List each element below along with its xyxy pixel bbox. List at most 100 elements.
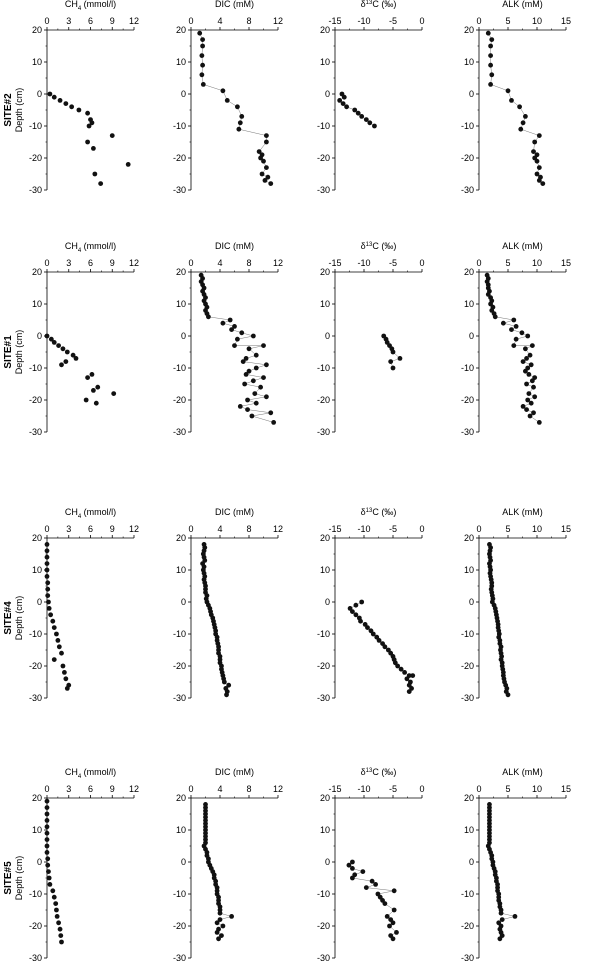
x-tick-label: 8 bbox=[246, 258, 251, 268]
title-unit: (mM) bbox=[231, 241, 255, 251]
title-main: ALK bbox=[502, 767, 519, 777]
data-point bbox=[217, 910, 223, 916]
y-tick-label: -30 bbox=[461, 693, 474, 703]
y-tick-label: -20 bbox=[29, 661, 42, 671]
x-tick-label: -5 bbox=[389, 784, 397, 794]
x-tick-label: 5 bbox=[505, 16, 510, 26]
data-point bbox=[85, 375, 90, 380]
panel-title: CH4 (mmol/l) bbox=[65, 507, 116, 520]
y-tick-label: -30 bbox=[317, 185, 330, 195]
y-tick-label: 20 bbox=[320, 267, 330, 277]
title-main: ALK bbox=[502, 241, 519, 251]
x-tick-label: 10 bbox=[532, 524, 542, 534]
data-point bbox=[350, 866, 355, 871]
data-point bbox=[528, 362, 534, 368]
series-line bbox=[200, 275, 274, 423]
data-point bbox=[76, 107, 82, 113]
data-point bbox=[513, 324, 519, 329]
data-point bbox=[51, 625, 57, 630]
y-tick-label: 20 bbox=[32, 533, 42, 543]
data-point bbox=[488, 43, 493, 49]
data-point bbox=[261, 158, 266, 164]
data-point bbox=[239, 330, 245, 336]
panel-1-2: δ13C (‰) -15 -10 -5 0 20 10 0 -10 -20 -30 bbox=[317, 241, 425, 437]
x-tick-label: 0 bbox=[419, 16, 424, 26]
data-point bbox=[243, 372, 249, 377]
site-label: SITE#4 bbox=[3, 601, 14, 635]
data-point bbox=[220, 923, 226, 929]
x-tick-label: -15 bbox=[328, 784, 341, 794]
data-point bbox=[258, 155, 263, 161]
data-point bbox=[246, 346, 252, 352]
data-point bbox=[91, 146, 96, 151]
data-point bbox=[264, 133, 269, 139]
title-sub: 4 bbox=[78, 6, 82, 12]
panel-title: ALK (mM) bbox=[502, 507, 543, 517]
data-point bbox=[525, 397, 531, 403]
data-point bbox=[91, 388, 96, 393]
y-tick-label: -20 bbox=[29, 921, 42, 931]
data-point bbox=[48, 336, 54, 342]
data-point bbox=[237, 120, 243, 126]
y-tick-label: 10 bbox=[176, 565, 186, 575]
data-point bbox=[50, 888, 56, 894]
panel-2-2: δ13C (‰) -15 -10 -5 0 20 10 0 -10 -20 -30 bbox=[317, 507, 425, 703]
data-point bbox=[517, 104, 522, 110]
data-point bbox=[95, 384, 101, 390]
y-tick-label: -20 bbox=[29, 153, 42, 163]
title-unit: C (‰) bbox=[372, 0, 396, 9]
data-point bbox=[239, 114, 245, 119]
y-tick-label: -10 bbox=[461, 363, 474, 373]
data-point bbox=[526, 391, 532, 396]
data-point bbox=[53, 901, 59, 906]
data-point bbox=[350, 609, 355, 614]
title-main: δ bbox=[361, 767, 366, 777]
data-point bbox=[70, 352, 76, 358]
y-tick-label: -20 bbox=[317, 661, 330, 671]
data-point bbox=[523, 368, 528, 374]
y-tick-label: -20 bbox=[461, 921, 474, 931]
data-point bbox=[388, 359, 394, 364]
series-line bbox=[349, 601, 413, 692]
x-tick-label: 4 bbox=[217, 784, 222, 794]
data-point bbox=[47, 91, 53, 97]
panel-3-2: δ13C (‰) -15 -10 -5 0 20 10 0 -10 -20 -30 bbox=[317, 767, 425, 961]
panel-3-3: ALK (mM) 0 5 10 15 20 10 0 -10 -20 -30 bbox=[461, 767, 571, 961]
panel-title: δ13C (‰) bbox=[361, 241, 397, 251]
data-point bbox=[44, 548, 50, 554]
y-axis-label: Depth (cm) bbox=[14, 856, 24, 901]
y-tick-label: -10 bbox=[317, 121, 330, 131]
x-tick-label: 12 bbox=[129, 524, 139, 534]
data-point bbox=[505, 88, 511, 94]
data-point bbox=[524, 407, 529, 412]
data-point bbox=[353, 612, 359, 618]
panel-title: ALK (mM) bbox=[502, 0, 543, 9]
y-axis-label: Depth (cm) bbox=[14, 596, 24, 641]
data-point bbox=[363, 117, 369, 122]
data-point bbox=[69, 104, 75, 110]
data-point bbox=[488, 53, 493, 58]
data-point bbox=[245, 407, 250, 412]
x-tick-label: -10 bbox=[357, 258, 370, 268]
y-tick-label: 0 bbox=[325, 857, 330, 867]
data-point bbox=[531, 384, 536, 390]
data-point bbox=[59, 362, 64, 368]
y-tick-label: 0 bbox=[469, 89, 474, 99]
y-tick-label: 0 bbox=[325, 331, 330, 341]
x-tick-label: 6 bbox=[88, 258, 93, 268]
data-point bbox=[365, 625, 370, 630]
y-tick-label: -10 bbox=[29, 363, 42, 373]
data-point bbox=[376, 638, 382, 643]
data-point bbox=[44, 567, 50, 573]
data-point bbox=[485, 30, 491, 36]
y-tick-label: 0 bbox=[37, 857, 42, 867]
x-tick-label: 9 bbox=[110, 16, 115, 26]
y-tick-label: -30 bbox=[461, 427, 474, 437]
data-point bbox=[59, 939, 64, 945]
title-unit: (mmol/l) bbox=[81, 0, 116, 9]
y-tick-label: 0 bbox=[37, 597, 42, 607]
data-point bbox=[390, 349, 396, 355]
x-tick-label: 0 bbox=[44, 16, 49, 26]
data-point bbox=[498, 910, 504, 916]
x-tick-label: 4 bbox=[217, 258, 222, 268]
